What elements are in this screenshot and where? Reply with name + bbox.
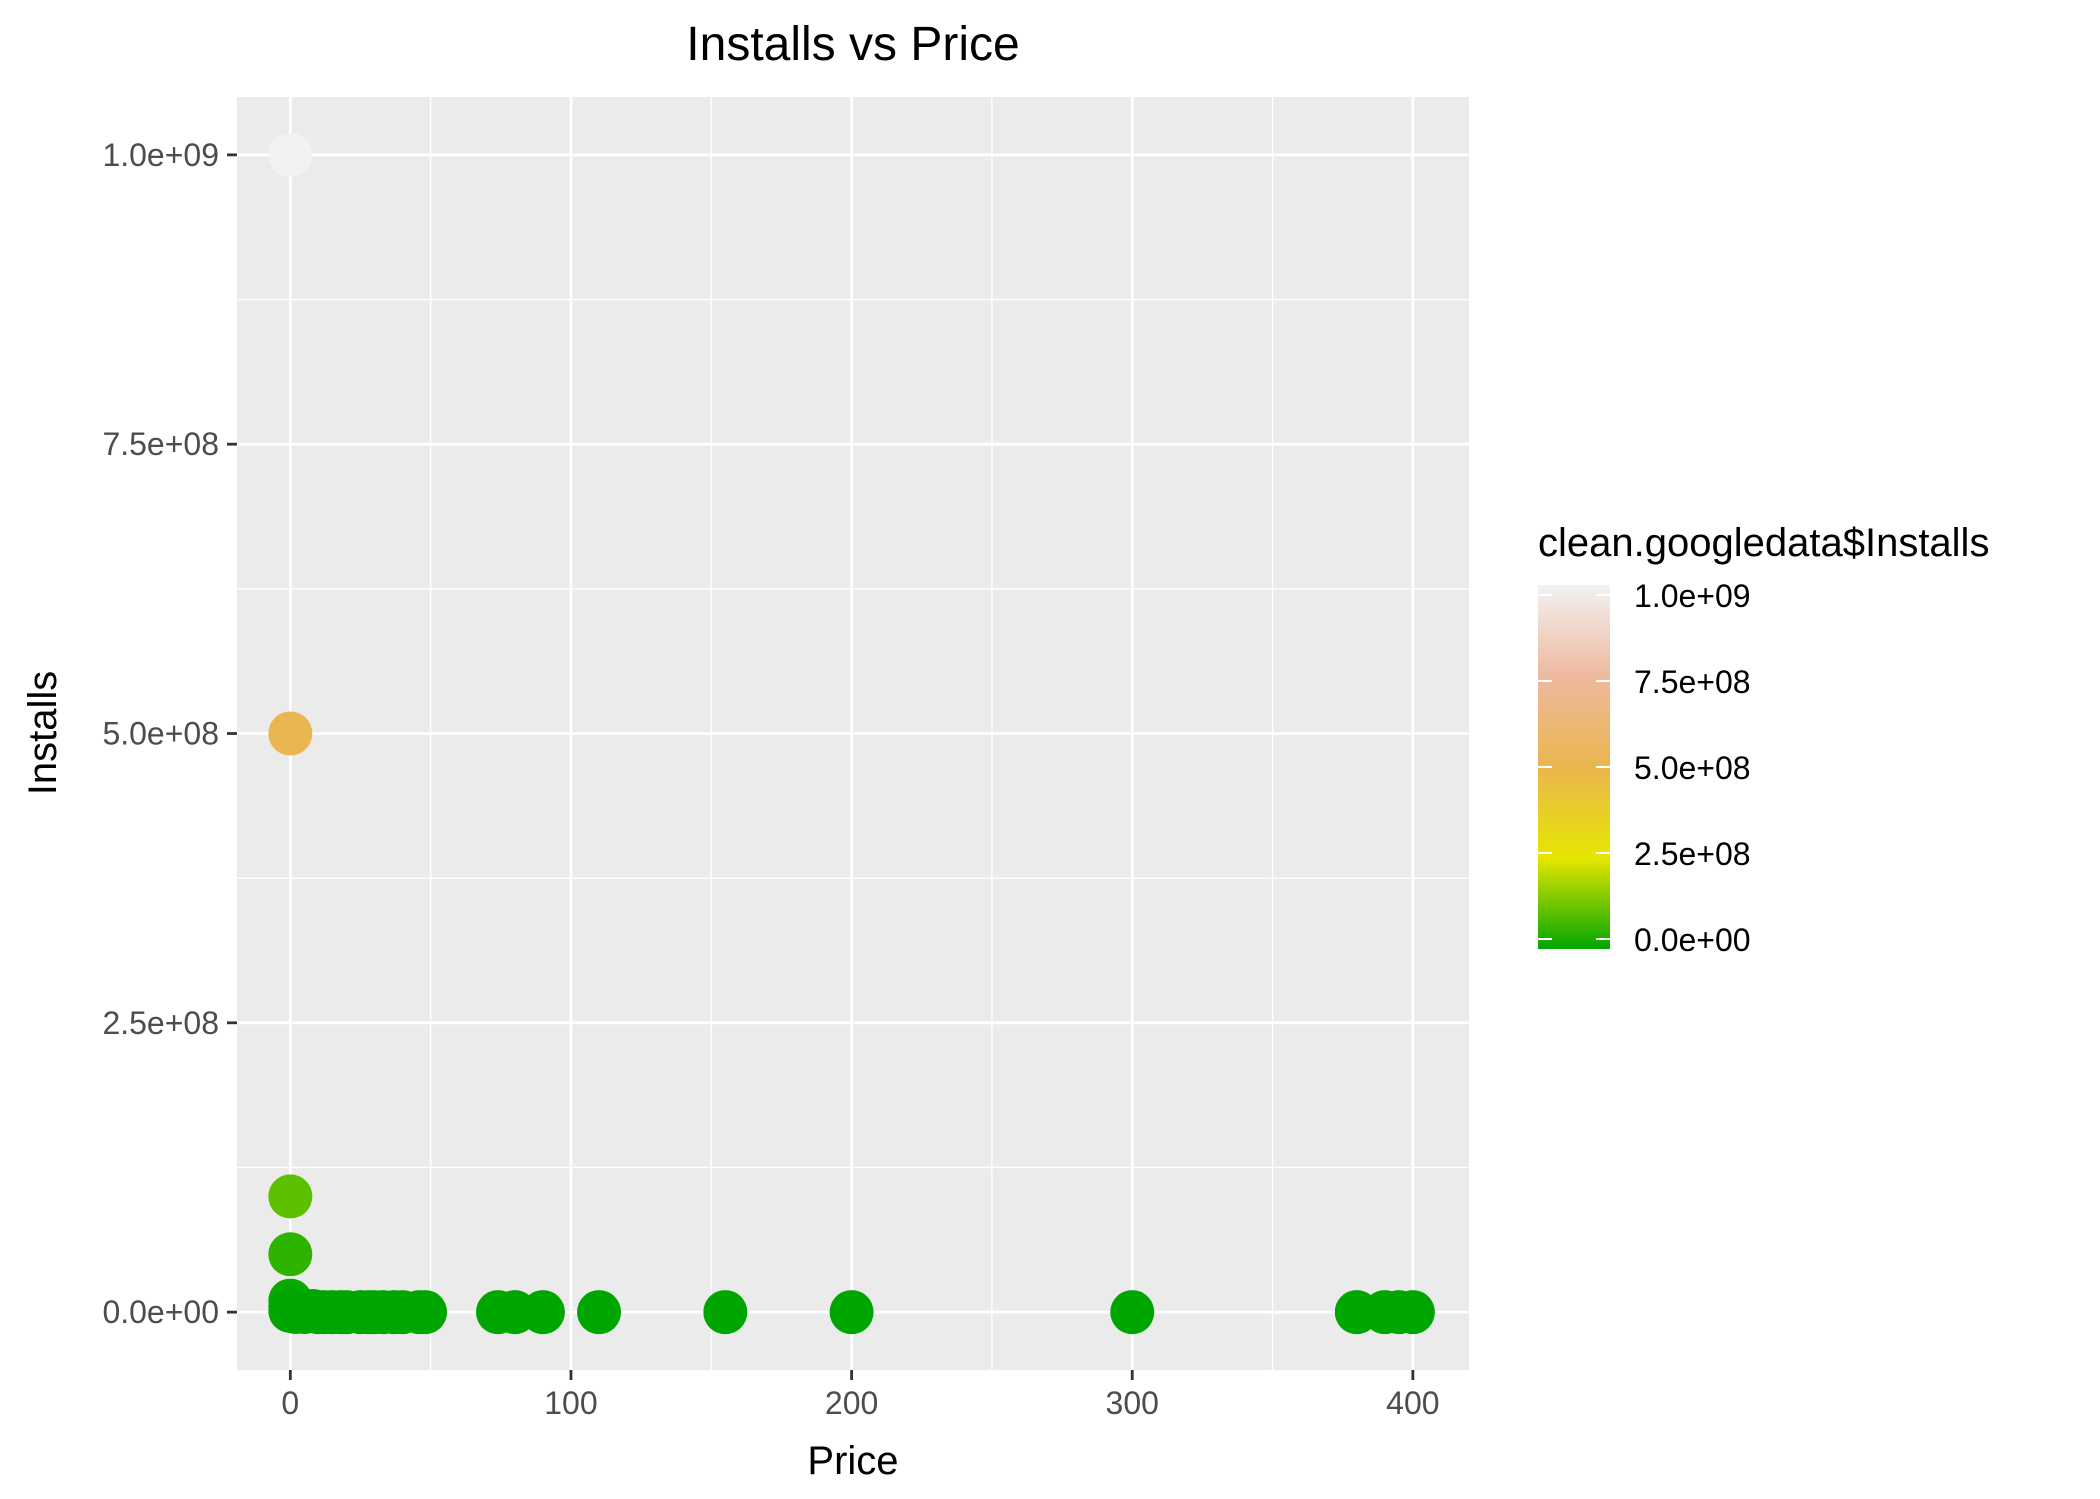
x-tick-label: 100: [544, 1385, 597, 1421]
data-point: [829, 1290, 874, 1335]
x-tick-label: 200: [825, 1385, 878, 1421]
legend: clean.googledata$Installs 0.0e+00 2.5e+08…: [1538, 521, 1989, 958]
legend-label: 0.0e+00: [1634, 922, 1751, 958]
data-point: [268, 1232, 313, 1277]
data-points: [268, 132, 1435, 1335]
x-axis-title: Price: [807, 1439, 898, 1483]
y-tick-label: 7.5e+08: [102, 426, 219, 462]
y-tick-label: 2.5e+08: [102, 1005, 219, 1041]
data-point: [268, 1174, 313, 1219]
data-point: [403, 1290, 448, 1335]
legend-ticks: 0.0e+00 2.5e+08 5.0e+08 7.5e+08 1.0e+09: [1538, 578, 1751, 958]
data-point: [1110, 1290, 1155, 1335]
x-tick-label: 400: [1386, 1385, 1439, 1421]
x-tick-label: 300: [1106, 1385, 1159, 1421]
data-point: [520, 1290, 565, 1335]
data-point: [577, 1290, 622, 1335]
y-tick-label: 1.0e+09: [102, 137, 219, 173]
legend-label: 2.5e+08: [1634, 836, 1751, 872]
legend-label: 5.0e+08: [1634, 750, 1751, 786]
chart-title: Installs vs Price: [686, 18, 1019, 71]
data-point: [268, 711, 313, 756]
x-axis: 0 100 200 300 400: [281, 1370, 1440, 1421]
y-tick-label: 0.0e+00: [102, 1294, 219, 1330]
data-point: [1390, 1290, 1435, 1335]
x-tick-label: 0: [281, 1385, 299, 1421]
data-point: [268, 132, 313, 177]
y-tick-label: 5.0e+08: [102, 716, 219, 752]
legend-title: clean.googledata$Installs: [1538, 521, 1989, 565]
y-axis: 0.0e+00 2.5e+08 5.0e+08 7.5e+08 1.0e+09: [102, 137, 237, 1330]
legend-label: 1.0e+09: [1634, 578, 1751, 614]
data-point: [703, 1290, 748, 1335]
legend-label: 7.5e+08: [1634, 664, 1751, 700]
y-axis-title: Installs: [21, 671, 65, 796]
